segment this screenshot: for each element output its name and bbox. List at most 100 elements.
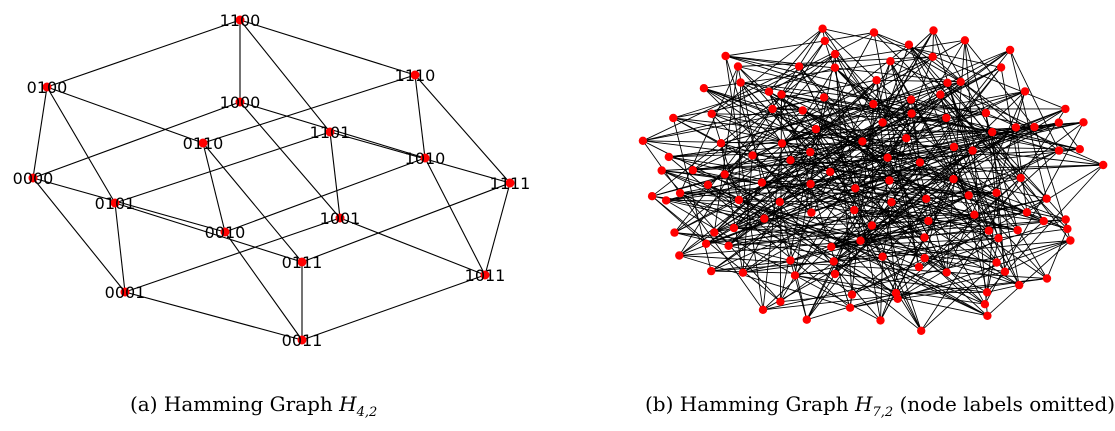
graph-b-node <box>688 166 698 175</box>
graph-b-edge <box>831 198 1047 248</box>
graph-b-edge <box>939 94 988 293</box>
graph-b-edge <box>834 273 988 293</box>
graph-a-edge <box>202 142 303 263</box>
graph-a-edge <box>239 101 341 219</box>
graph-b-edge <box>714 201 780 233</box>
graph-b-node <box>847 290 857 299</box>
graph-b-node <box>638 136 648 145</box>
graph-b-edge <box>829 171 897 294</box>
graph-b-node <box>758 305 768 314</box>
caption-a-symbol: H <box>339 392 357 416</box>
graph-b-node <box>701 239 711 248</box>
graph-a-node <box>235 97 245 107</box>
graph-b-node <box>988 127 997 137</box>
graph-b-node <box>806 179 815 189</box>
graph-b-edge <box>815 90 1026 130</box>
graph-b-edge <box>674 49 1011 233</box>
graph-b-edge <box>728 56 934 247</box>
graph-b-node <box>707 266 716 276</box>
graph-b-node <box>858 137 867 146</box>
graph-b-node <box>1063 224 1072 234</box>
graph-b-edge <box>908 44 1045 222</box>
graph-a-edge <box>32 177 226 233</box>
graph-b-edge <box>906 90 1026 139</box>
graph-a-nodes: 0000 0001 0010 0011 0100 0101 0110 0111 1000 1001… <box>13 11 531 350</box>
graph-b-edge <box>924 257 947 273</box>
graph-b-edge <box>895 177 1022 294</box>
graph-b-node <box>786 256 795 265</box>
graph-b-edge <box>910 99 993 133</box>
graph-a-node <box>325 127 335 137</box>
graph-b-node <box>980 300 990 309</box>
graph-b-edge <box>872 61 891 105</box>
graph-b-edge <box>768 28 823 92</box>
graph-b-node <box>867 221 877 230</box>
graph-b-node <box>710 228 719 237</box>
graph-b-node <box>920 253 929 263</box>
graph-b-edge <box>897 150 1060 300</box>
graph-b-edge <box>871 94 941 226</box>
graph-b-edge <box>924 178 954 238</box>
graph-b-node <box>869 99 878 109</box>
graph-a-node <box>110 198 120 208</box>
graph-b-edge <box>940 94 1022 179</box>
graph-b-node <box>850 205 859 215</box>
graph-b-node <box>768 104 777 114</box>
graph-a-node-label: 0111 <box>282 253 323 272</box>
graph-b-edge <box>780 127 1017 303</box>
graph-a-edge <box>124 291 303 341</box>
graph-b-node <box>703 180 713 189</box>
graph-b-node <box>902 134 911 143</box>
graph-b-node <box>675 251 684 260</box>
graph-b-edge <box>720 142 1020 286</box>
caption-b-symbol: H <box>855 392 873 416</box>
graph-a-node-label: 1110 <box>395 66 436 85</box>
graph-b-edge <box>834 131 993 275</box>
graph-b-edges <box>642 28 1104 332</box>
graph-b-edge <box>924 257 988 317</box>
graph-a-node <box>420 153 430 163</box>
graph-b-edge <box>920 108 1066 332</box>
graph-b-node <box>1075 145 1085 154</box>
graph-b-node <box>956 77 965 87</box>
graph-b-node <box>729 223 739 233</box>
graph-a-node <box>120 287 130 297</box>
graph-b-edge <box>642 140 955 148</box>
graph-b-node <box>807 208 816 217</box>
graph-b-edge <box>761 128 817 183</box>
graph-b-node <box>949 174 958 184</box>
graph-b-node <box>820 36 829 46</box>
graph-a-edge <box>46 86 204 144</box>
graph-b-edge <box>728 177 1021 247</box>
graph-b-edge <box>781 94 1028 213</box>
graph-b-node <box>1000 267 1010 276</box>
graph-a-node <box>28 173 38 183</box>
graph-b-node <box>670 228 679 237</box>
graph-b-edge <box>661 170 1044 222</box>
graph-b-node <box>1099 160 1108 170</box>
graph-b-edge <box>1046 228 1068 279</box>
graph-b-node <box>1079 118 1088 127</box>
graph-b-edge <box>737 56 933 67</box>
graph-b-edge <box>781 94 1060 152</box>
graph-b-edge <box>673 117 988 293</box>
graph-b-edge <box>897 278 1048 300</box>
graph-b-node <box>707 109 716 119</box>
graph-b-edge <box>790 159 969 196</box>
caption-a-prefix: (a) Hamming Graph <box>130 392 340 416</box>
graph-b-edge <box>781 94 993 133</box>
graph-b-node <box>720 170 729 179</box>
graph-b-node <box>1061 215 1070 224</box>
graph-b-node <box>794 62 804 71</box>
graph-a-edge <box>224 231 303 341</box>
graph-a-edges <box>32 19 511 341</box>
graph-b-edge <box>711 126 1035 272</box>
graph-b-edge <box>762 162 921 311</box>
graph-b-node <box>721 51 730 61</box>
graph-b-edge <box>674 44 910 233</box>
graph-a-node <box>480 270 490 280</box>
graph-b-node <box>886 57 895 66</box>
graph-b-edge <box>985 112 1020 286</box>
graph-b-edge <box>932 30 934 57</box>
graph-a-node <box>220 227 230 237</box>
